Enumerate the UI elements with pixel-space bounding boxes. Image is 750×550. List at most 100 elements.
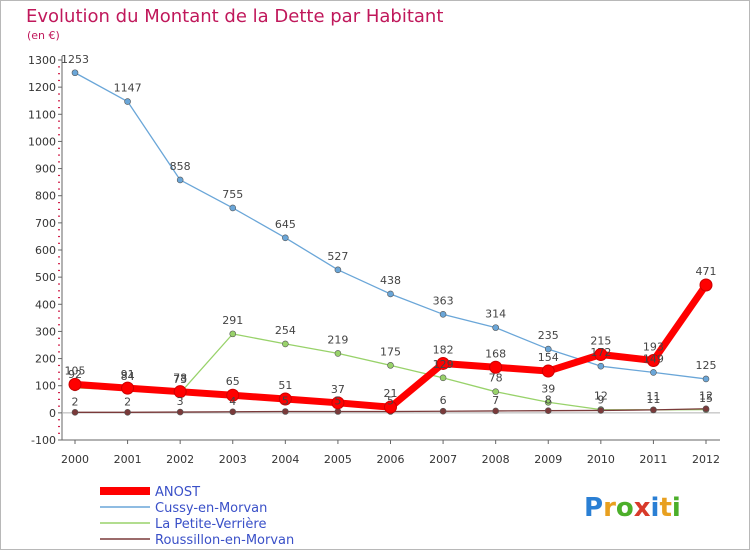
x-tick-label: 2004 xyxy=(271,453,299,466)
x-tick-label: 2007 xyxy=(429,453,457,466)
y-minor-tick xyxy=(58,208,60,210)
data-label-cussy-en-morvan: 314 xyxy=(485,308,506,321)
data-label-roussillon-en-morvan: 8 xyxy=(545,394,552,407)
data-label-anost: 65 xyxy=(226,375,240,388)
x-tick-label: 2009 xyxy=(534,453,562,466)
data-point-roussillon-en-morvan xyxy=(544,407,552,414)
y-minor-tick xyxy=(58,181,60,183)
data-label-roussillon-en-morvan: 4 xyxy=(229,395,236,408)
data-point-anost xyxy=(384,400,397,414)
data-point-roussillon-en-morvan xyxy=(334,408,342,415)
legend-label-roussillon-en-morvan: Roussillon-en-Morvan xyxy=(155,533,294,548)
data-label-anost: 182 xyxy=(433,343,454,356)
logo-text: Proxiti xyxy=(584,493,681,523)
data-label-la-petite-verri-re: 219 xyxy=(327,333,348,346)
data-label-roussillon-en-morvan: 6 xyxy=(440,394,447,407)
y-tick-label: -100 xyxy=(31,434,56,447)
data-label-roussillon-en-morvan: 5 xyxy=(387,395,394,408)
data-label-roussillon-en-morvan: 15 xyxy=(699,392,713,405)
data-label-anost: 471 xyxy=(696,265,717,278)
data-label-cussy-en-morvan: 858 xyxy=(170,160,191,173)
y-minor-tick xyxy=(58,392,60,394)
data-label-roussillon-en-morvan: 2 xyxy=(72,395,79,408)
y-minor-tick xyxy=(58,127,60,129)
data-label-anost: 154 xyxy=(538,351,559,364)
data-label-cussy-en-morvan: 235 xyxy=(538,329,559,342)
chart-title: Evolution du Montant de la Dette par Hab… xyxy=(26,6,443,27)
data-label-cussy-en-morvan: 1147 xyxy=(114,82,142,95)
y-tick-label: 400 xyxy=(35,298,56,311)
data-label-anost: 91 xyxy=(121,368,135,381)
data-point-anost xyxy=(541,364,555,378)
data-label-anost: 215 xyxy=(590,335,611,348)
x-tick-label: 2005 xyxy=(324,453,352,466)
data-point-roussillon-en-morvan xyxy=(702,405,710,413)
x-tick-label: 2010 xyxy=(587,453,615,466)
y-tick-label: 300 xyxy=(35,325,56,338)
data-label-la-petite-verri-re: 39 xyxy=(541,382,555,395)
y-minor-tick xyxy=(58,324,60,326)
y-minor-tick xyxy=(58,147,60,149)
data-label-la-petite-verri-re: 78 xyxy=(489,372,503,385)
data-label-la-petite-verri-re: 129 xyxy=(433,358,454,371)
y-minor-tick xyxy=(58,79,60,82)
data-label-cussy-en-morvan: 149 xyxy=(643,352,664,365)
y-minor-tick xyxy=(58,120,60,122)
data-label-roussillon-en-morvan: 7 xyxy=(492,394,499,407)
data-label-anost: 78 xyxy=(173,372,187,385)
data-point-cussy-en-morvan xyxy=(387,290,394,298)
proxiti-logo: Proxiti xyxy=(584,493,681,523)
data-label-cussy-en-morvan: 1253 xyxy=(61,53,89,66)
data-label-anost: 37 xyxy=(331,383,345,396)
data-label-la-petite-verri-re: 11 xyxy=(646,390,660,403)
data-point-anost xyxy=(226,388,240,402)
y-tick-label: 900 xyxy=(35,163,56,176)
legend-label-anost: ANOST xyxy=(155,485,200,500)
y-tick-label: 1000 xyxy=(28,135,56,148)
x-tick-label: 2000 xyxy=(61,453,89,466)
data-point-anost xyxy=(173,385,187,399)
y-tick-label: 1100 xyxy=(28,108,56,121)
data-label-cussy-en-morvan: 172 xyxy=(590,346,611,359)
y-tick-label: 700 xyxy=(35,217,56,230)
data-label-la-petite-verri-re: 92 xyxy=(68,368,82,381)
data-label-la-petite-verri-re: 84 xyxy=(121,370,135,383)
data-label-la-petite-verri-re: 291 xyxy=(222,314,243,327)
data-point-roussillon-en-morvan xyxy=(597,407,605,414)
data-label-cussy-en-morvan: 438 xyxy=(380,274,401,287)
y-minor-tick xyxy=(58,425,60,428)
data-label-roussillon-en-morvan: 5 xyxy=(334,395,341,408)
y-tick-label: 1300 xyxy=(28,54,56,67)
y-minor-tick xyxy=(58,405,60,407)
x-tick-label: 2003 xyxy=(219,453,247,466)
data-point-roussillon-en-morvan xyxy=(650,406,657,414)
data-point-cussy-en-morvan xyxy=(124,98,131,105)
data-point-cussy-en-morvan xyxy=(439,311,447,318)
y-tick-label: 200 xyxy=(35,353,56,366)
data-label-anost: 51 xyxy=(278,379,292,392)
data-point-anost xyxy=(489,360,503,374)
y-minor-tick xyxy=(58,378,60,380)
data-point-cussy-en-morvan xyxy=(71,69,79,77)
data-point-cussy-en-morvan xyxy=(597,362,605,370)
data-label-anost: 105 xyxy=(65,364,86,377)
data-point-anost xyxy=(699,278,713,292)
data-label-roussillon-en-morvan: 11 xyxy=(646,393,660,406)
x-tick-label: 2012 xyxy=(692,453,720,466)
y-minor-tick xyxy=(58,398,60,400)
data-point-anost xyxy=(278,392,292,406)
data-point-cussy-en-morvan xyxy=(176,176,184,184)
data-label-roussillon-en-morvan: 2 xyxy=(124,395,131,408)
legend-label-la-petite-verri-re: La Petite-Verrière xyxy=(155,517,266,532)
data-point-roussillon-en-morvan xyxy=(492,407,499,415)
data-point-cussy-en-morvan xyxy=(229,204,237,212)
data-point-cussy-en-morvan xyxy=(282,234,289,242)
data-label-cussy-en-morvan: 125 xyxy=(696,359,717,372)
y-minor-tick xyxy=(58,154,60,156)
data-point-cussy-en-morvan xyxy=(650,369,657,376)
data-label-la-petite-verri-re: 12 xyxy=(699,390,713,403)
x-tick-label: 2006 xyxy=(377,453,405,466)
y-minor-tick xyxy=(58,297,60,299)
